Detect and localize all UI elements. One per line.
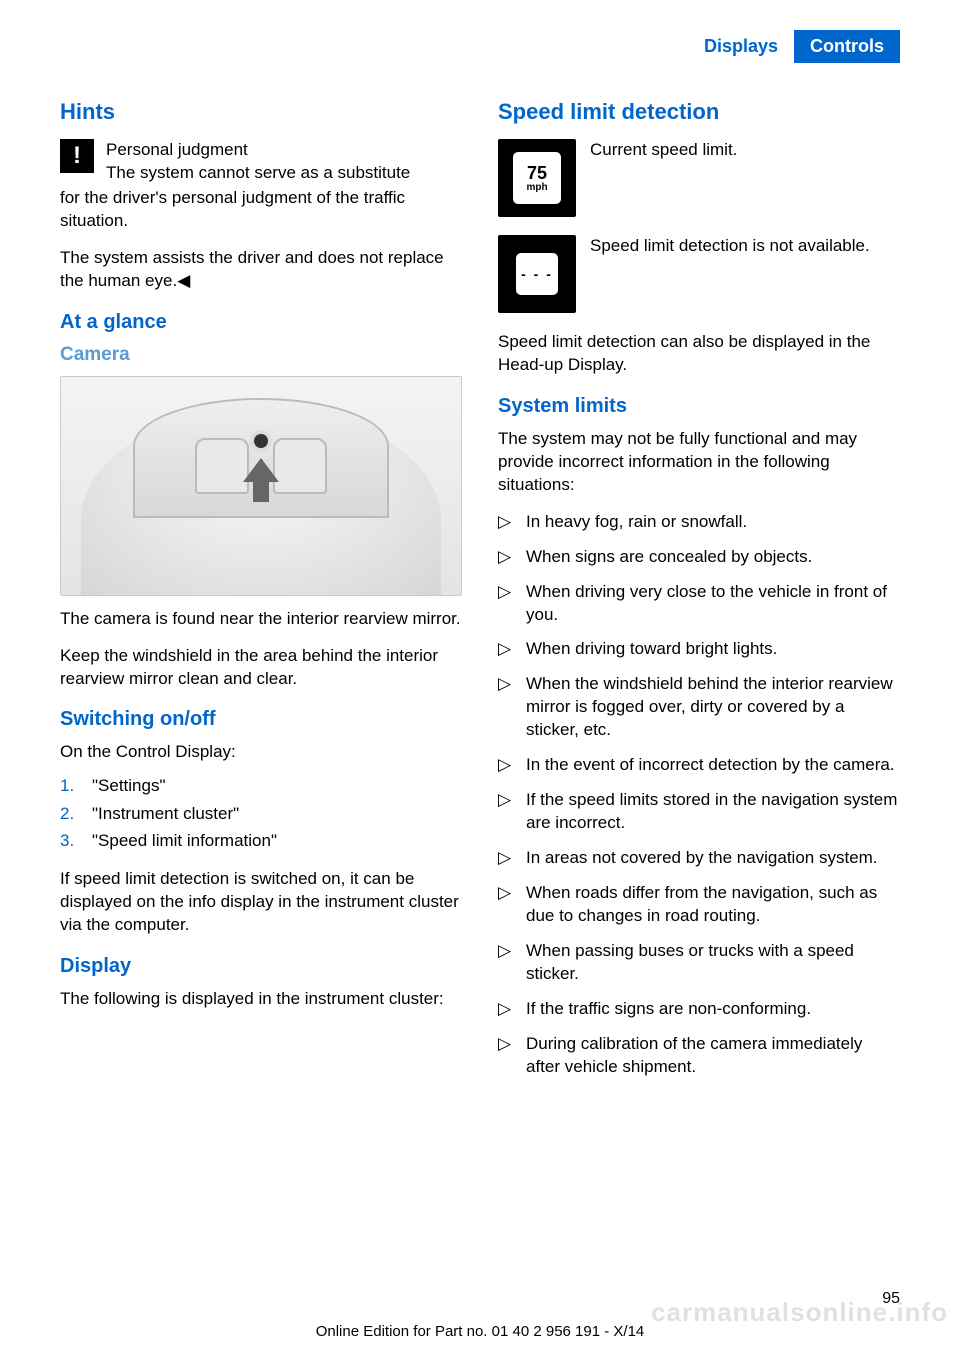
camera-p2: Keep the windshield in the area behind t… [60, 645, 462, 691]
switching-p1: If speed limit detection is switched on,… [60, 868, 462, 937]
right-column: Speed limit detection 75 mph Current spe… [498, 99, 900, 1091]
sld-p1: Speed limit detection can also be displa… [498, 331, 900, 377]
list-item: ▷In areas not covered by the navigation … [498, 847, 900, 870]
list-item: ▷If the speed limits stored in the navig… [498, 789, 900, 835]
list-item: ▷During calibration of the camera immedi… [498, 1033, 900, 1079]
display-p1: The following is displayed in the instru… [60, 988, 462, 1011]
display-heading: Display [60, 955, 462, 978]
speed-limit-na-text: Speed limit detection is not available. [590, 235, 870, 258]
list-item: ▷If the traffic signs are non-conforming… [498, 998, 900, 1021]
system-limits-heading: System limits [498, 395, 900, 418]
list-item: ▷In the event of incorrect detection by … [498, 754, 900, 777]
speed-limit-icon-row: 75 mph Current speed limit. [498, 139, 900, 217]
speed-na-dashes: - - - [521, 266, 553, 282]
camera-heading: Camera [60, 344, 462, 366]
system-limits-intro: The system may not be fully functional a… [498, 428, 900, 497]
list-item: ▷When roads differ from the navigation, … [498, 882, 900, 928]
page: Displays Controls Hints ! Personal judgm… [0, 0, 960, 1362]
warning-icon: ! [60, 139, 94, 173]
camera-p1: The camera is found near the interior re… [60, 608, 462, 631]
warning-line1: The system cannot serve as a substitute [106, 162, 410, 185]
list-item: ▷When the windshield behind the interior… [498, 673, 900, 742]
steps-list: 1."Settings" 2."Instrument cluster" 3."S… [60, 772, 462, 854]
warning-p2: The system assists the driver and does n… [60, 247, 462, 293]
speed-limit-na-row: - - - Speed limit detection is not avail… [498, 235, 900, 313]
left-column: Hints ! Personal judgment The system can… [60, 99, 462, 1091]
list-item: ▷When driving very close to the vehicle … [498, 581, 900, 627]
speed-value: 75 [527, 164, 547, 182]
speed-limit-75-text: Current speed limit. [590, 139, 737, 162]
warning-p1-rest: for the driver's personal judgment of th… [60, 187, 462, 233]
camera-illustration [60, 376, 462, 596]
at-a-glance-heading: At a glance [60, 311, 462, 334]
content-columns: Hints ! Personal judgment The system can… [60, 99, 900, 1091]
list-item: ▷In heavy fog, rain or snowfall. [498, 511, 900, 534]
header-tabs: Displays Controls [60, 30, 900, 63]
hints-heading: Hints [60, 99, 462, 125]
speed-limit-75-icon: 75 mph [498, 139, 576, 217]
list-item: ▷When passing buses or trucks with a spe… [498, 940, 900, 986]
warning-title: Personal judgment [106, 139, 410, 162]
step-item: 2."Instrument cluster" [60, 800, 462, 827]
list-item: ▷When signs are concealed by objects. [498, 546, 900, 569]
speed-limit-detection-heading: Speed limit detection [498, 99, 900, 125]
list-item: ▷When driving toward bright lights. [498, 638, 900, 661]
step-item: 1."Settings" [60, 772, 462, 799]
speed-limit-na-icon: - - - [498, 235, 576, 313]
camera-dot-icon [254, 434, 268, 448]
warning-block: ! Personal judgment The system cannot se… [60, 139, 462, 233]
watermark: carmanualsonline.info [651, 1297, 948, 1328]
switching-intro: On the Control Display: [60, 741, 462, 764]
tab-displays: Displays [688, 30, 794, 63]
step-item: 3."Speed limit information" [60, 827, 462, 854]
arrow-up-icon [243, 458, 279, 502]
tab-controls: Controls [794, 30, 900, 63]
limits-list: ▷In heavy fog, rain or snowfall. ▷When s… [498, 511, 900, 1079]
switching-heading: Switching on/off [60, 708, 462, 731]
speed-unit: mph [526, 182, 547, 193]
